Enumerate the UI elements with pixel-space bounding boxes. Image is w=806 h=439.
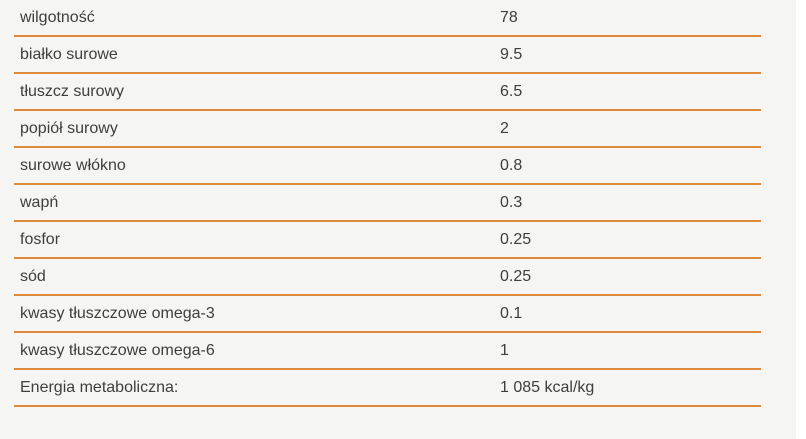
nutrient-value: 9.5 bbox=[500, 46, 523, 63]
nutrient-label: białko surowe bbox=[20, 46, 118, 63]
table-row: popiół surowy 2 bbox=[14, 111, 761, 148]
nutrient-label: wapń bbox=[20, 194, 59, 211]
table-row: kwasy tłuszczowe omega-6 1 bbox=[14, 333, 761, 370]
nutrient-label: kwasy tłuszczowe omega-6 bbox=[20, 342, 215, 359]
nutrient-value: 0.3 bbox=[500, 194, 523, 211]
table-row: wapń 0.3 bbox=[14, 185, 761, 222]
nutrition-table: wilgotność 78 białko surowe 9.5 tłuszcz … bbox=[14, 0, 761, 407]
nutrient-label: popiół surowy bbox=[20, 120, 118, 137]
nutrient-value: 1 bbox=[500, 342, 509, 359]
nutrient-value: 0.25 bbox=[500, 268, 532, 285]
nutrient-value: 1 085 kcal/kg bbox=[500, 379, 595, 396]
nutrient-value: 2 bbox=[500, 120, 509, 137]
table-row: wilgotność 78 bbox=[14, 0, 761, 37]
nutrient-label: surowe włókno bbox=[20, 157, 126, 174]
nutrient-value: 6.5 bbox=[500, 83, 523, 100]
nutrient-label: sód bbox=[20, 268, 46, 285]
nutrient-value: 0.25 bbox=[500, 231, 532, 248]
nutrient-label: kwasy tłuszczowe omega-3 bbox=[20, 305, 215, 322]
table-row: białko surowe 9.5 bbox=[14, 37, 761, 74]
nutrient-label: Energia metaboliczna: bbox=[20, 379, 179, 396]
nutrient-value: 78 bbox=[500, 9, 518, 26]
table-row: kwasy tłuszczowe omega-3 0.1 bbox=[14, 296, 761, 333]
table-row: fosfor 0.25 bbox=[14, 222, 761, 259]
nutrient-label: fosfor bbox=[20, 231, 61, 248]
table-row: tłuszcz surowy 6.5 bbox=[14, 74, 761, 111]
table-row: Energia metaboliczna: 1 085 kcal/kg bbox=[14, 370, 761, 407]
nutrient-value: 0.1 bbox=[500, 305, 523, 322]
table-row: surowe włókno 0.8 bbox=[14, 148, 761, 185]
nutrient-label: wilgotność bbox=[20, 9, 95, 26]
nutrient-value: 0.8 bbox=[500, 157, 523, 174]
nutrient-label: tłuszcz surowy bbox=[20, 83, 125, 100]
table-row: sód 0.25 bbox=[14, 259, 761, 296]
